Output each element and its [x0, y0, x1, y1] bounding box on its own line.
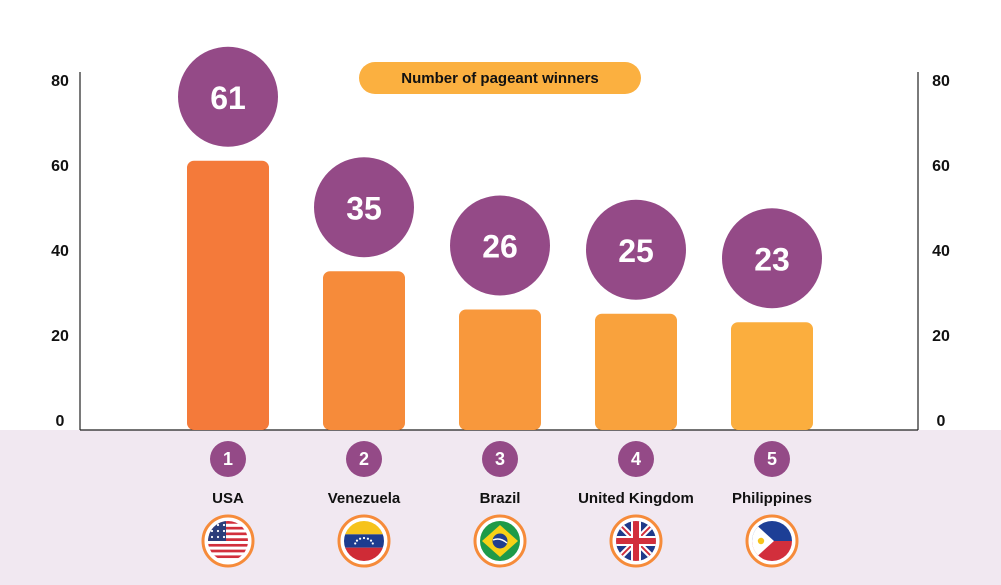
bars — [187, 160, 813, 430]
y-tick-left: 0 — [56, 413, 65, 430]
left-tick-labels: 0 20 40 60 80 — [51, 73, 69, 430]
rank-badge — [482, 441, 518, 477]
x-tick-label: United Kingdom — [578, 490, 694, 507]
x-tick-label: Brazil — [480, 490, 521, 507]
rank-badge — [618, 441, 654, 477]
rank-label: 3 — [495, 449, 505, 469]
y-tick-left: 80 — [51, 73, 69, 90]
value-bubbles: 61 35 26 25 23 — [178, 46, 822, 309]
y-tick-left: 40 — [51, 243, 69, 260]
data-label: 61 — [210, 80, 246, 116]
y-tick-left: 20 — [51, 328, 69, 345]
x-tick-label: Philippines — [732, 490, 812, 507]
bar — [595, 313, 677, 430]
y-tick-left: 60 — [51, 158, 69, 175]
usa-flag-icon — [201, 514, 255, 568]
bar — [459, 309, 541, 430]
data-label: 35 — [346, 190, 382, 226]
data-label: 26 — [482, 229, 518, 265]
rank-badge — [754, 441, 790, 477]
rank-badge — [346, 441, 382, 477]
brazil-flag-icon — [473, 514, 527, 568]
legend-pill: Number of pageant winners — [359, 62, 641, 94]
y-tick-right: 20 — [932, 328, 950, 345]
x-tick-label: Venezuela — [328, 490, 401, 507]
value-bubble — [178, 46, 278, 147]
x-tick-label: USA — [212, 490, 244, 507]
value-bubble — [722, 208, 822, 309]
philippines-flag-icon — [745, 514, 799, 568]
rank-label: 1 — [223, 449, 233, 469]
y-tick-right: 0 — [937, 413, 946, 430]
venezuela-flag-icon — [337, 514, 391, 568]
right-tick-labels: 0 20 40 60 80 — [932, 73, 950, 430]
y-tick-right: 40 — [932, 243, 950, 260]
bar — [731, 322, 813, 430]
rank-label: 2 — [359, 449, 369, 469]
bar — [187, 160, 269, 430]
value-bubble — [450, 195, 550, 296]
y-tick-right: 80 — [932, 73, 950, 90]
value-bubble — [586, 199, 686, 300]
data-label: 25 — [618, 233, 654, 269]
uk-flag-icon — [609, 514, 663, 568]
rank-label: 5 — [767, 449, 777, 469]
category-labels: 1 USA 2 Venezuela 3 Brazil 4 United Kingdom 5 Phi… — [201, 441, 812, 568]
bar — [323, 271, 405, 430]
data-label: 23 — [754, 241, 790, 277]
y-tick-right: 60 — [932, 158, 950, 175]
value-bubble — [314, 157, 414, 258]
rank-badge — [210, 441, 246, 477]
rank-label: 4 — [631, 449, 641, 469]
